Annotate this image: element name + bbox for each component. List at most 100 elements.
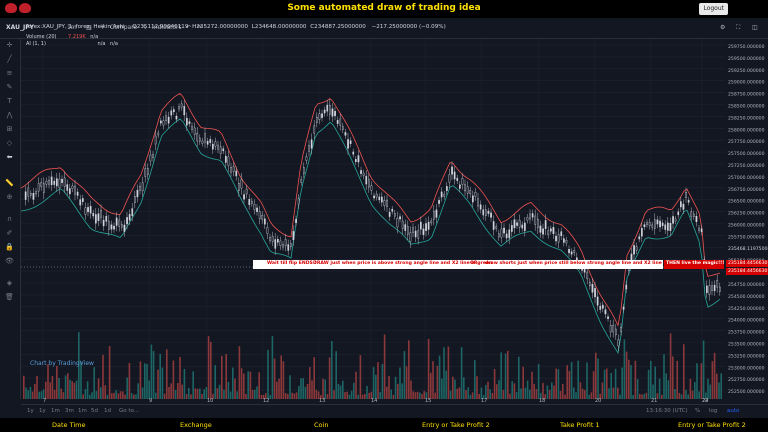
undo-icon[interactable]: ↶ [186,24,192,31]
candle [198,137,201,142]
shapes-icon[interactable]: ◇ [6,139,13,147]
candle [162,120,165,126]
compare-icon[interactable]: + [100,24,106,31]
log-toggle[interactable]: log [709,408,718,414]
redo-icon[interactable]: ↷ [197,24,203,31]
top-bar: Some automated draw of trading idea Logo… [0,0,768,18]
text-icon[interactable]: T [7,97,12,105]
time-tick-label: 20 [595,398,601,404]
interval-select[interactable]: 1m [67,24,77,31]
legend-symbol[interactable]: forex:XAU_JPY, 1, forex, Heikin Ashi [26,24,125,30]
ai-label[interactable]: AI (1, 1) [26,41,46,47]
volume-bar [280,355,282,399]
candle [646,222,648,225]
volume-bar [346,391,348,399]
lock-icon[interactable]: 🔒 [5,243,14,251]
volume-bar [38,391,40,399]
volume-label[interactable]: Volume (20) [26,34,57,40]
range-button[interactable]: 1y [27,408,34,414]
candle [547,230,550,235]
chart-area[interactable] [20,39,725,399]
measure-icon[interactable]: 📏 [5,179,14,187]
range-button[interactable]: 1y [39,408,46,414]
volume-bar [566,365,568,399]
volume-bar [29,386,32,399]
volume-bar [641,394,643,399]
volume-bar [203,389,205,399]
stay-drawing-icon[interactable]: ✐ [6,229,13,237]
trash-icon[interactable]: 🗑 [5,293,14,301]
range-button[interactable]: 1m [51,408,60,414]
banner-text-3: OR [470,261,478,266]
volume-bar [146,363,148,399]
fullscreen-icon[interactable]: ⛶ [736,24,741,31]
zoom-icon[interactable]: ⊕ [6,193,13,201]
tradingview-watermark[interactable]: Chart by TradingView [30,360,94,367]
candle [529,213,531,220]
range-button[interactable]: 5d [91,408,98,414]
candle [326,104,329,112]
candle [349,140,352,144]
crosshair-icon[interactable]: ✛ [6,41,13,49]
pattern-icon[interactable]: ⋀ [6,111,13,119]
hide-icon[interactable]: 👁 [5,257,14,265]
volume-bar [509,393,511,399]
brush-icon[interactable]: ✎ [6,83,13,91]
candle [217,144,219,150]
volume-bar [271,335,274,399]
candle [61,178,63,183]
candle [383,200,386,206]
volume-bar [34,383,36,399]
price-axis[interactable]: 259750.000000 259500.000000 259250.000000 2… [725,39,768,399]
volume-bar [606,368,608,399]
logout-button[interactable]: Logout [699,3,728,15]
indicators-button[interactable]: Indicators [152,24,182,31]
settings-icon[interactable]: ⚙ [720,24,726,31]
range-button[interactable]: 1m [78,408,87,414]
symbol-search[interactable]: XAU_JPY [6,24,34,31]
indicators-icon[interactable]: ∿ [142,24,148,31]
candle [258,211,261,219]
magnet-icon[interactable]: ∩ [6,215,13,223]
auto-toggle[interactable]: auto [727,408,740,414]
chart-style-icon[interactable]: ▥ [86,24,92,31]
volume-bar [113,392,115,399]
prediction-icon[interactable]: ⊞ [6,125,13,133]
candle [365,175,368,185]
candle [295,219,297,223]
percent-toggle[interactable]: % [695,408,701,414]
range-button[interactable]: 1d [104,408,111,414]
layers-icon[interactable]: ◈ [6,279,13,287]
volume-bar [163,393,166,399]
arrow-icon[interactable]: ⬅ [6,153,13,161]
volume-bar [469,394,472,399]
volume-bar [135,394,137,399]
trendline-icon[interactable]: ╱ [7,55,12,63]
volume-bar [348,394,351,399]
candle [269,237,271,241]
volume-bar [58,378,60,399]
range-button[interactable]: 3m [65,408,74,414]
goto-button[interactable]: Go to... [119,408,140,414]
price-chart[interactable] [20,39,725,399]
candle [451,166,453,175]
volume-bar [617,387,619,399]
fib-icon[interactable]: ≡ [6,69,13,77]
candle [178,106,180,110]
volume-bar [504,353,507,399]
volume-bar [124,394,126,399]
candle [433,211,435,220]
volume-bar [56,365,58,399]
screenshot-icon[interactable]: ◫ [752,24,758,31]
candle [542,228,544,235]
volume-bar [595,352,597,399]
volume-bar [551,382,553,399]
volume-bar [672,356,674,399]
volume-bar [720,373,722,399]
candle [503,227,505,234]
price-tick-label: 252750.000000 [728,377,765,383]
clock-readout[interactable]: 13:16:30 (UTC) [646,408,688,414]
candle [157,132,160,136]
compare-button[interactable]: Compare [110,24,138,31]
